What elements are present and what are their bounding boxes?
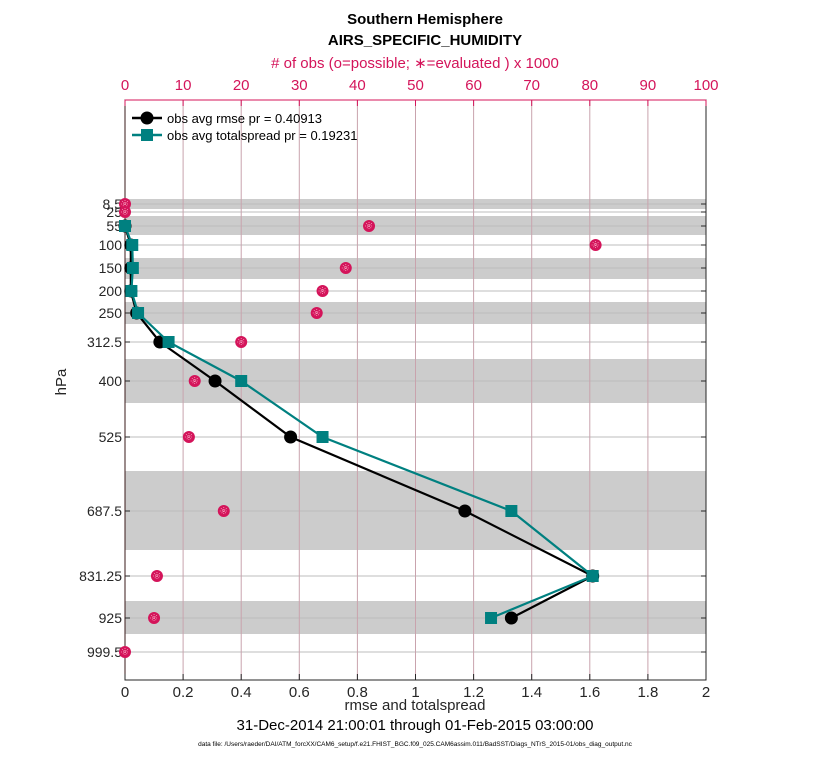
spread-point [126,262,139,274]
y-tick-label: 200 [99,283,123,299]
y-tick-label: 25 [106,204,122,220]
top-tick-label: 10 [175,77,192,94]
spread-point [162,336,175,348]
top-tick-label: 50 [407,77,424,94]
spread-point [125,285,138,297]
obs-count-star [191,377,198,385]
chart-subtitle: AIRS_SPECIFIC_HUMIDITY [328,32,522,49]
rmse-point [458,504,472,518]
spread-point [119,220,131,232]
legend-rmse-marker [140,111,154,125]
obs-count-star [238,338,245,346]
obs-count-star [319,287,326,295]
chart-title: Southern Hemisphere [347,11,503,28]
legend: obs avg rmse pr = 0.40913 obs avg totals… [132,111,357,143]
data-file-path: data file: /Users/raeder/DAI/ATM_forcXX/… [198,741,633,748]
obs-count-point [150,570,163,582]
obs-count-point [119,646,131,658]
x-tick-label: 0 [121,684,129,701]
obs-count-star [365,222,373,230]
top-tick-label: 20 [233,77,250,94]
obs-count-star [150,614,158,622]
legend-rmse-label: obs avg rmse pr = 0.40913 [167,111,322,126]
obs-count-point [589,239,602,251]
obs-count-star [592,241,599,249]
obs-count-point [363,220,376,232]
spread-point [586,570,599,582]
obs-count-point [188,375,201,387]
y-tick-label: 525 [99,429,123,445]
x-tick-label: 1.2 [463,684,484,701]
y-tick-label: 925 [99,610,123,626]
top-axis-ticks: 0 10 20 30 40 50 60 70 80 90 100 [121,77,719,106]
top-tick-label: 90 [640,77,657,94]
spread-point [235,375,248,387]
legend-spread-marker [141,129,153,141]
obs-count-star [121,648,129,656]
x-tick-label: 0.6 [289,684,310,701]
obs-count-star [121,208,129,216]
spread-point [505,505,518,517]
obs-count-star [185,433,193,441]
x-tick-label: 1.6 [579,684,600,701]
series-group [118,198,602,658]
y-tick-label: 250 [99,305,123,321]
obs-count-point [182,431,195,443]
obs-count-point [148,612,161,624]
y-tick-label: 8.5 [103,196,123,212]
x-tick-label: 2 [702,684,710,701]
top-tick-label: 60 [465,77,482,94]
obs-count-point [339,262,352,274]
spread-point [485,612,498,624]
top-tick-label: 30 [291,77,308,94]
top-tick-label: 70 [523,77,540,94]
y-tick-label: 687.5 [87,503,122,519]
y-tick-label: 150 [99,260,123,276]
x-tick-label: 0.2 [173,684,194,701]
obs-count-star [220,507,227,515]
y-tick-label: 831.25 [79,568,122,584]
bottom-axis-ticks: 0 0.2 0.4 0.6 0.8 1 1.2 1.4 1.6 1.8 2 [121,674,710,701]
rmse-point [208,374,222,388]
rmse-line [123,225,596,619]
date-range: 31-Dec-2014 21:00:01 through 01-Feb-2015… [237,717,594,734]
x-axis-label: rmse and totalspread [345,697,486,714]
y-tick-label: 999.5 [87,644,122,660]
obs-count-point [310,307,323,319]
y-axis-label: hPa [53,368,70,395]
x-tick-label: 1.8 [637,684,658,701]
spread-line [123,225,595,620]
obs-count-point [316,285,329,297]
x-tick-label: 1 [411,684,419,701]
spread-point [316,431,329,443]
top-tick-label: 100 [693,77,718,94]
rmse-point [284,430,298,444]
spread-point [132,307,145,319]
top-tick-label: 80 [581,77,598,94]
obs-count-star [121,200,129,208]
top-tick-label: 0 [121,77,129,94]
x-tick-label: 0.8 [347,684,368,701]
x-tick-label: 0.4 [231,684,252,701]
obs-count-star [342,264,349,272]
y-tick-label: 100 [99,237,123,253]
obs-count-star [313,309,320,317]
y-tick-label: 312.5 [87,334,122,350]
obs-count-star [153,572,161,580]
top-axis-label: # of obs (o=possible; ∗=evaluated ) x 10… [271,55,559,72]
obs-count-point [119,206,131,218]
legend-spread-label: obs avg totalspread pr = 0.19231 [167,128,357,143]
x-tick-label: 1.4 [521,684,542,701]
top-tick-label: 40 [349,77,366,94]
obs-count-point [217,505,230,517]
rmse-point [504,611,518,625]
y-tick-label: 55 [106,218,122,234]
obs-count-point [235,336,248,348]
vertical-gridlines [182,100,649,680]
y-tick-label: 400 [99,373,123,389]
spread-point [126,239,139,251]
